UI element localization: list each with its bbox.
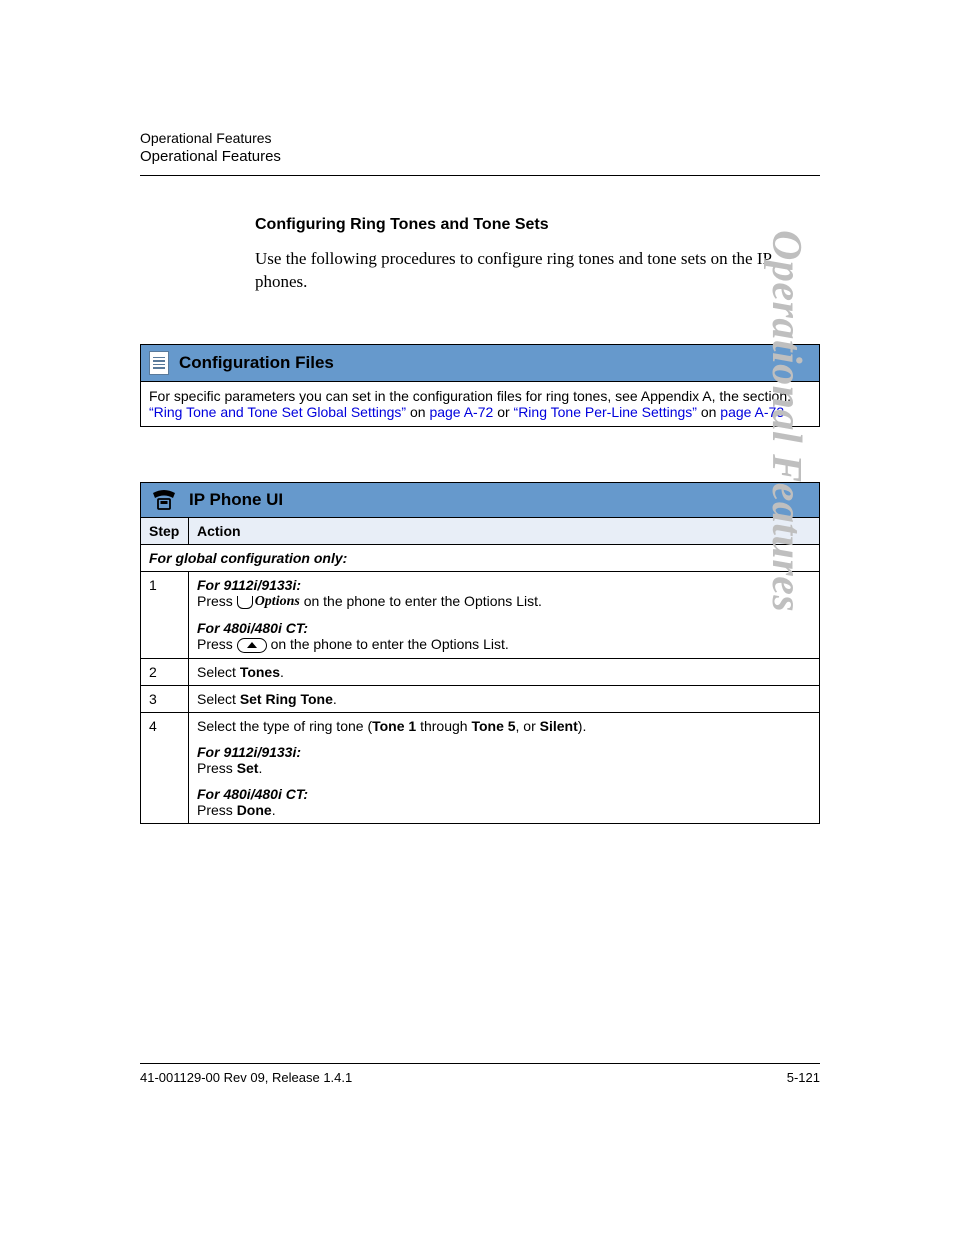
ip-phone-ui-table: IP Phone UI Step Action For global confi… (140, 482, 820, 824)
side-section-title: Operational Features (762, 230, 810, 612)
r1-press-a: Press (197, 593, 237, 609)
step-action: Select the type of ring tone (Tone 1 thr… (189, 712, 820, 823)
model-480i-2: For 480i/480i CT: (197, 786, 308, 802)
r3-pre: Select (197, 691, 240, 707)
link-page-a72[interactable]: page A-72 (429, 404, 493, 420)
step-num: 3 (141, 685, 189, 712)
step-action: For 9112i/9133i: Press Options on the ph… (189, 571, 820, 658)
header-line-1: Operational Features (140, 130, 820, 146)
config-on2: on (701, 404, 720, 420)
section-title: Configuring Ring Tones and Tone Sets (255, 216, 820, 234)
r4-p1c: . (258, 760, 262, 776)
table-row: 4 Select the type of ring tone (Tone 1 t… (141, 712, 820, 823)
r4-p2c: . (272, 802, 276, 818)
r3-bold: Set Ring Tone (240, 691, 333, 707)
footer-right: 5-121 (787, 1070, 820, 1085)
ip-phone-title: IP Phone UI (189, 490, 283, 510)
config-files-title: Configuration Files (179, 353, 334, 373)
r1-press-b: on the phone to enter the Options List. (304, 593, 542, 609)
table-row: 2 Select Tones. (141, 658, 820, 685)
phone-icon (149, 489, 179, 511)
r4-e: , or (516, 718, 540, 734)
table-row: 1 For 9112i/9133i: Press Options on the … (141, 571, 820, 658)
global-config-subhead: For global configuration only: (141, 544, 820, 571)
section-paragraph: Use the following procedures to configur… (255, 248, 820, 294)
col-step: Step (141, 517, 189, 544)
step-action: Select Tones. (189, 658, 820, 685)
r4-f: Silent (540, 718, 578, 734)
config-mid: or (497, 404, 513, 420)
header-rule (140, 175, 820, 176)
table-row: 3 Select Set Ring Tone. (141, 685, 820, 712)
r4-p2b: Done (237, 802, 272, 818)
model-480i: For 480i/480i CT: (197, 620, 308, 636)
step-num: 4 (141, 712, 189, 823)
config-files-box: Configuration Files For specific paramet… (140, 344, 820, 427)
config-files-body: For specific parameters you can set in t… (141, 381, 820, 426)
ip-phone-title-cell: IP Phone UI (141, 482, 820, 517)
step-num: 2 (141, 658, 189, 685)
footer-rule (140, 1063, 820, 1064)
section-body: Configuring Ring Tones and Tone Sets Use… (255, 216, 820, 294)
r4-p1b: Set (237, 760, 259, 776)
options-key-icon: Options (237, 594, 300, 610)
model-9112i: For 9112i/9133i: (197, 577, 301, 593)
r3-post: . (333, 691, 337, 707)
link-global-settings[interactable]: “Ring Tone and Tone Set Global Settings” (149, 404, 406, 420)
running-header: Operational Features Operational Feature… (140, 130, 820, 165)
model-9112i-2: For 9112i/9133i: (197, 744, 301, 760)
document-icon (149, 351, 169, 375)
header-line-2: Operational Features (140, 148, 820, 165)
config-text-pre: For specific parameters you can set in t… (149, 388, 791, 404)
footer-left: 41-001129-00 Rev 09, Release 1.4.1 (140, 1070, 352, 1085)
r1-press-2a: Press (197, 636, 237, 652)
r2-bold: Tones (240, 664, 280, 680)
step-action: Select Set Ring Tone. (189, 685, 820, 712)
content-area: Operational Features Operational Feature… (140, 130, 820, 824)
link-per-line-settings[interactable]: “Ring Tone Per-Line Settings” (514, 404, 697, 420)
step-num: 1 (141, 571, 189, 658)
config-files-title-cell: Configuration Files (141, 344, 820, 381)
r1-press-2b: on the phone to enter the Options List. (271, 636, 509, 652)
r4-d: Tone 5 (471, 718, 515, 734)
options-key-label: Options (255, 594, 300, 610)
r4-p2a: Press (197, 802, 237, 818)
r4-a: Select the type of ring tone ( (197, 718, 372, 734)
page: Operational Features Operational Feature… (0, 0, 954, 1235)
r4-b: Tone 1 (372, 718, 416, 734)
r4-c: through (416, 718, 471, 734)
config-on1: on (410, 404, 429, 420)
r2-pre: Select (197, 664, 240, 680)
oval-key-icon (237, 638, 267, 653)
r4-p1a: Press (197, 760, 237, 776)
col-action: Action (189, 517, 820, 544)
r2-post: . (280, 664, 284, 680)
page-footer: 41-001129-00 Rev 09, Release 1.4.1 5-121 (140, 1063, 820, 1085)
r4-g: ). (578, 718, 587, 734)
